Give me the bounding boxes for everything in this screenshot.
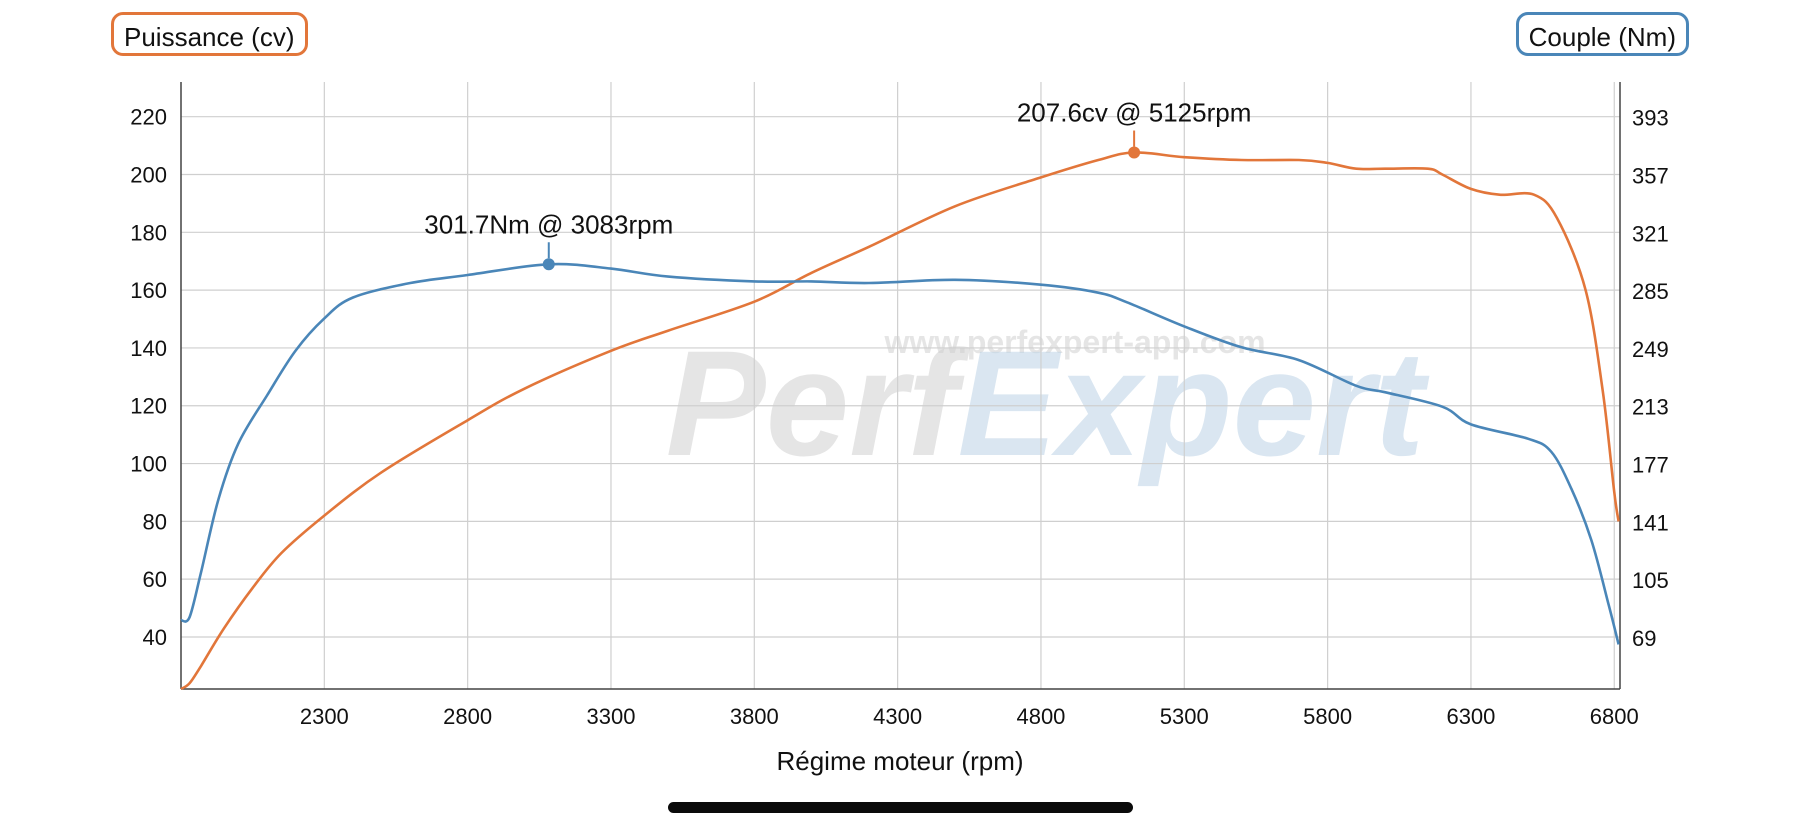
right-tick-label: 69: [1632, 626, 1656, 651]
x-tick-label: 3300: [587, 704, 636, 729]
x-tick-label: 6300: [1446, 704, 1495, 729]
left-tick-label: 180: [130, 220, 167, 245]
left-tick-label: 60: [143, 567, 167, 592]
right-tick-label: 249: [1632, 337, 1669, 362]
torque-line: [180, 262, 1620, 645]
watermark-logo-expert: Expert: [957, 319, 1430, 487]
axes: [180, 82, 1621, 690]
watermark-logo-perf: Perf: [666, 319, 971, 487]
watermark-url: www.perfexpert-app.com: [883, 324, 1265, 360]
x-tick-label: 5800: [1303, 704, 1352, 729]
left-tick-label: 80: [143, 509, 167, 534]
x-tick-label: 4300: [873, 704, 922, 729]
power-peak-label: 207.6cv @ 5125rpm: [1017, 98, 1252, 128]
x-tick-label: 2800: [443, 704, 492, 729]
right-tick-label: 393: [1632, 106, 1669, 131]
right-tick-label: 141: [1632, 510, 1669, 535]
power-peak-marker: [1128, 146, 1141, 159]
watermark-logo: PerfExpert: [666, 319, 1431, 487]
torque-axis-label: Couple (Nm): [1515, 12, 1689, 56]
series-lines: [180, 151, 1620, 691]
left-tick-label: 220: [130, 105, 167, 130]
left-tick-label: 200: [130, 162, 167, 187]
right-tick-label: 321: [1632, 221, 1669, 246]
x-tick-label: 2300: [300, 704, 349, 729]
grid: [181, 82, 1620, 689]
right-tick-label: 357: [1632, 163, 1669, 188]
x-tick-label: 3800: [730, 704, 779, 729]
torque-peak-label: 301.7Nm @ 3083rpm: [424, 209, 673, 239]
left-tick-label: 100: [130, 452, 167, 477]
x-tick-labels: 2300 2800 3300 3800 4300 4800 5300 5800 6300 6800: [300, 704, 1639, 729]
right-tick-label: 177: [1632, 453, 1669, 478]
left-tick-label: 160: [130, 278, 167, 303]
x-axis-label: Régime moteur (rpm): [776, 746, 1023, 776]
torque-peak-marker: [542, 258, 555, 271]
right-tick-label: 285: [1632, 279, 1669, 304]
power-axis-label: Puissance (cv): [111, 12, 308, 56]
left-tick-labels: 40 60 80 100 120 140 160 180 200 220: [130, 105, 167, 650]
power-line: [180, 151, 1620, 691]
watermark: www.perfexpert-app.com PerfExpert: [666, 319, 1431, 487]
left-tick-label: 140: [130, 336, 167, 361]
x-tick-label: 6800: [1590, 704, 1639, 729]
left-tick-label: 40: [143, 625, 167, 650]
left-tick-label: 120: [130, 394, 167, 419]
right-tick-label: 105: [1632, 568, 1669, 593]
x-tick-label: 4800: [1016, 704, 1065, 729]
right-tick-labels: 69 105 141 177 213 249 285 321 357 393: [1632, 106, 1669, 651]
home-indicator: [668, 802, 1133, 813]
right-tick-label: 213: [1632, 395, 1669, 420]
x-tick-label: 5300: [1160, 704, 1209, 729]
annotations: 301.7Nm @ 3083rpm 207.6cv @ 5125rpm: [424, 98, 1251, 271]
